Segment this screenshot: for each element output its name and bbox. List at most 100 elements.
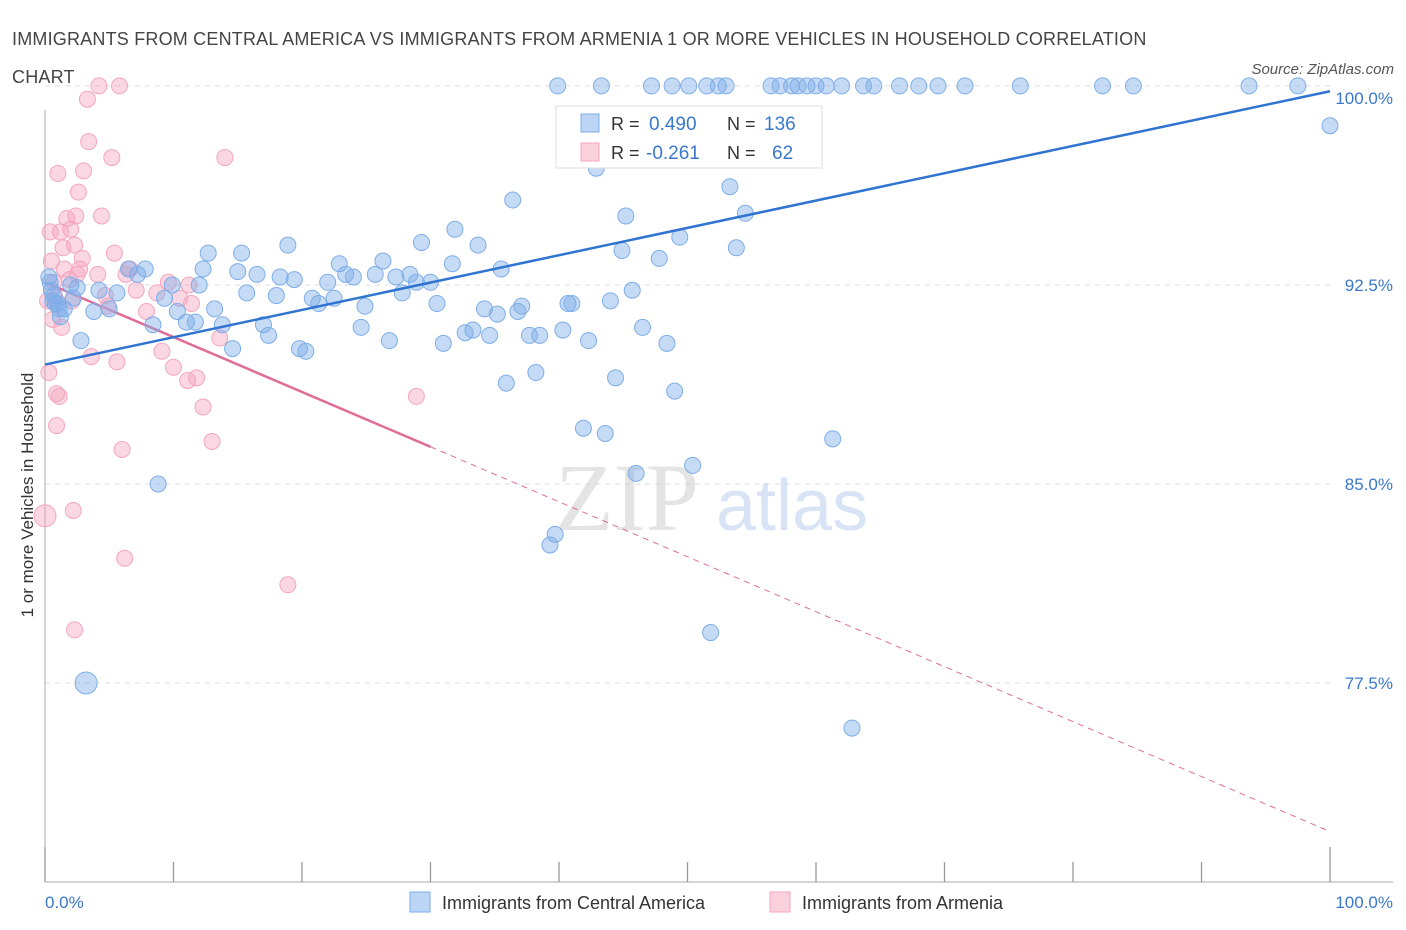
stats-r-value-blue: 0.490: [649, 114, 697, 135]
point-armenia: [203, 433, 221, 451]
point-central-america: [297, 342, 315, 360]
point-central-america: [233, 244, 251, 262]
stats-legend-swatch-pink: [580, 142, 600, 162]
point-central-america: [910, 77, 928, 95]
point-central-america: [1321, 117, 1339, 135]
point-armenia: [111, 77, 129, 95]
axes: [44, 110, 1393, 883]
point-central-america: [279, 236, 297, 254]
point-armenia: [89, 265, 107, 283]
point-armenia: [40, 364, 58, 382]
stats-legend-box: [555, 105, 823, 169]
point-central-america: [698, 77, 716, 95]
point-central-america: [563, 295, 581, 313]
point-central-america: [762, 77, 780, 95]
point-central-america: [85, 302, 103, 320]
legend-label-armenia: Immigrants from Armenia: [802, 893, 1004, 913]
point-central-america: [285, 271, 303, 289]
point-central-america: [592, 77, 610, 95]
point-central-america: [72, 332, 90, 350]
point-armenia: [194, 398, 212, 416]
point-central-america: [721, 178, 739, 196]
point-central-america: [865, 77, 883, 95]
stats-n-value-blue: 136: [764, 114, 796, 135]
point-armenia: [116, 549, 134, 567]
point-central-america: [64, 289, 82, 307]
point-central-america: [684, 456, 702, 474]
point-central-america: [727, 239, 745, 257]
legend-swatch-central-america: [409, 891, 431, 913]
point-central-america: [807, 77, 825, 95]
point-central-america: [100, 300, 118, 318]
point-central-america: [199, 244, 217, 262]
point-central-america: [929, 77, 947, 95]
point-central-america: [380, 332, 398, 350]
point-central-america: [702, 624, 720, 642]
point-central-america: [855, 77, 873, 95]
point-armenia: [211, 329, 229, 347]
points-central-america: [40, 77, 1339, 737]
point-armenia: [216, 149, 234, 167]
point-central-america: [387, 268, 405, 286]
point-central-america: [1011, 77, 1029, 95]
point-central-america: [319, 273, 337, 291]
point-central-america: [789, 77, 807, 95]
point-central-america: [186, 313, 204, 331]
trend-line-central-america: [44, 90, 1331, 366]
point-armenia: [62, 220, 80, 238]
point-central-america: [108, 284, 126, 302]
point-central-america: [634, 318, 652, 336]
point-central-america: [613, 241, 631, 259]
point-armenia: [180, 276, 198, 294]
point-central-america: [330, 255, 348, 273]
point-armenia: [55, 260, 73, 278]
point-central-america: [580, 332, 598, 350]
point-central-america: [443, 255, 461, 273]
point-central-america: [260, 326, 278, 344]
point-central-america: [224, 340, 242, 358]
point-central-america: [643, 77, 661, 95]
point-armenia: [67, 207, 85, 225]
point-central-america: [1240, 77, 1258, 95]
point-armenia: [153, 342, 171, 360]
point-armenia: [80, 133, 98, 151]
point-central-america: [601, 292, 619, 310]
point-central-america: [446, 220, 464, 238]
point-central-america: [527, 364, 545, 382]
point-central-america: [344, 268, 362, 286]
point-central-america: [549, 77, 567, 95]
legend-label-central-america: Immigrants from Central America: [442, 893, 706, 913]
point-central-america: [206, 300, 224, 318]
trend-line-armenia-extension: [430, 446, 1331, 833]
point-armenia: [54, 239, 72, 257]
point-central-america: [541, 536, 559, 554]
point-armenia: [49, 164, 67, 182]
stats-legend: R = 0.490 N = 136 R = -0.261 N = 62: [555, 105, 823, 169]
point-armenia: [64, 501, 82, 519]
point-armenia: [127, 281, 145, 299]
point-central-america: [666, 382, 684, 400]
point-armenia: [182, 295, 200, 313]
point-central-america: [843, 719, 861, 737]
point-central-america: [310, 295, 328, 313]
point-central-america: [607, 369, 625, 387]
point-central-america: [717, 77, 735, 95]
point-armenia: [103, 149, 121, 167]
point-central-america: [271, 268, 289, 286]
trend-line-armenia: [44, 281, 431, 448]
point-central-america: [520, 326, 538, 344]
point-central-america: [658, 334, 676, 352]
point-central-america: [90, 281, 108, 299]
tick-labels: 100.0% 92.5% 85.0% 77.5% 0.0% 100.0%: [45, 89, 1393, 912]
point-central-america: [531, 326, 549, 344]
stats-r-value-pink: -0.261: [646, 143, 700, 164]
point-central-america: [554, 321, 572, 339]
point-central-america: [238, 284, 256, 302]
point-central-america: [574, 419, 592, 437]
stats-r-label-blue: R =: [611, 114, 640, 134]
point-central-america: [68, 279, 86, 297]
watermark: ZIP atlas: [555, 444, 868, 551]
point-central-america: [824, 430, 842, 448]
point-central-america: [1289, 77, 1307, 95]
